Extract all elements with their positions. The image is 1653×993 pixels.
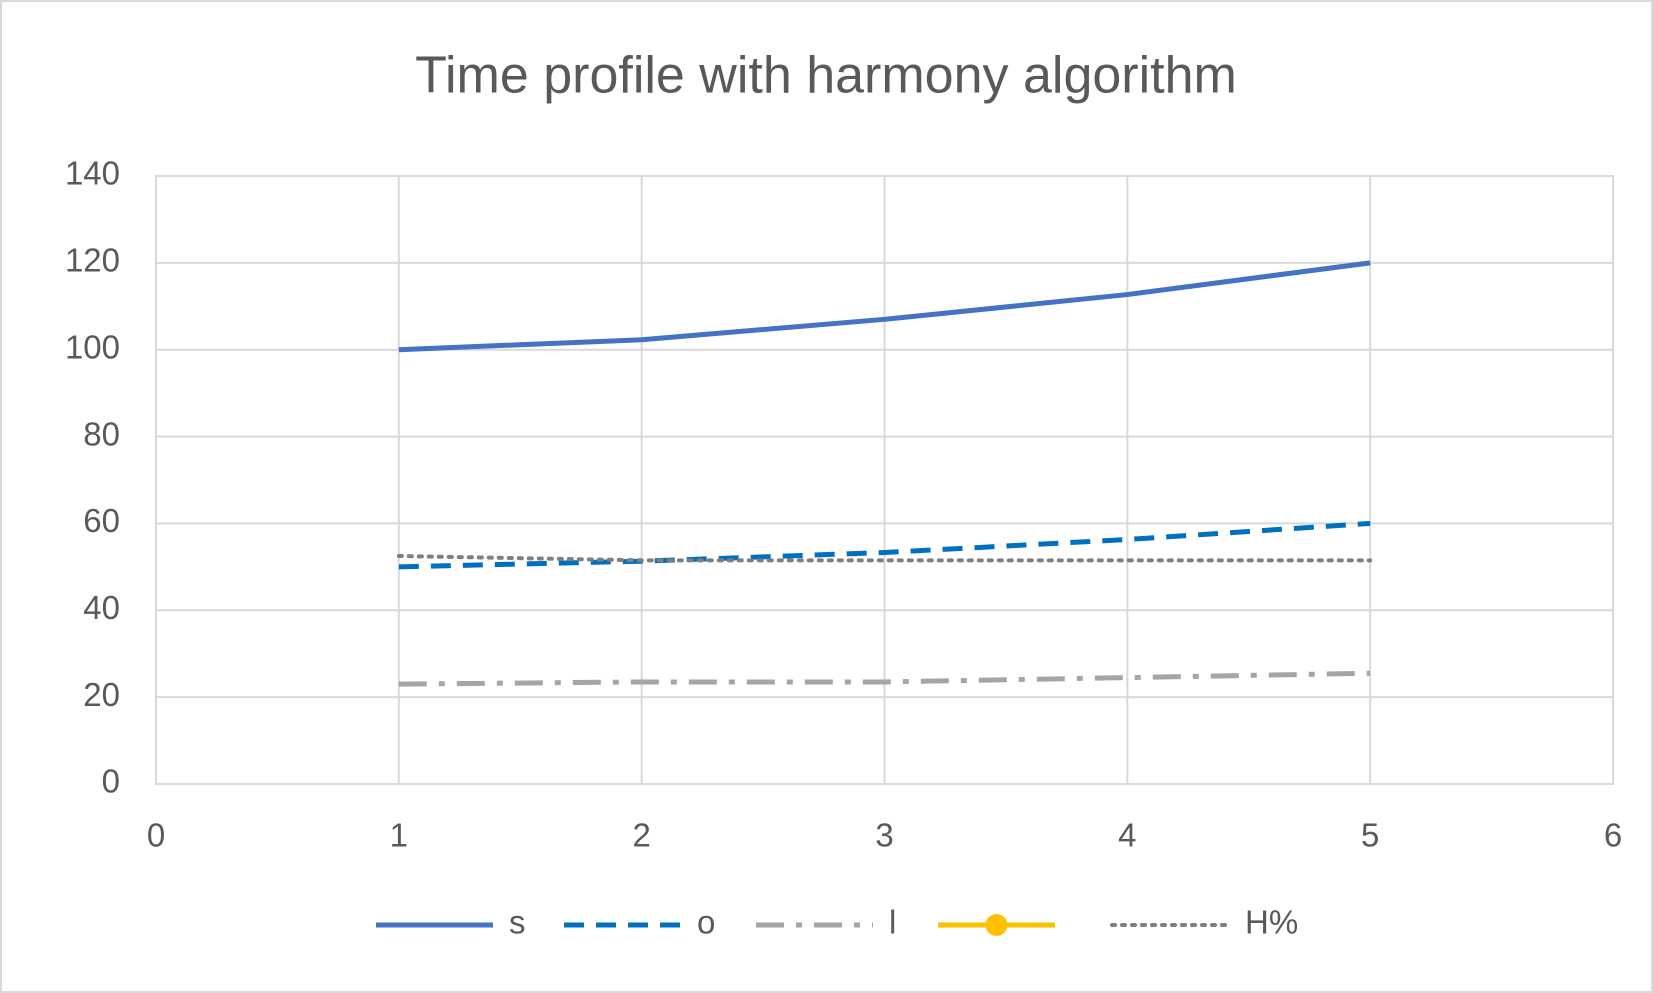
x-tick-label: 4 xyxy=(1118,817,1136,854)
series-line xyxy=(398,260,1371,353)
y-tick-label: 40 xyxy=(83,589,120,626)
x-tick-label: 2 xyxy=(632,817,650,854)
x-tick-label: 0 xyxy=(147,817,165,854)
legend-label: s xyxy=(509,904,526,941)
x-tick-label: 5 xyxy=(1361,817,1379,854)
legend-label: l xyxy=(889,904,896,941)
y-tick-label: 120 xyxy=(65,242,120,279)
series-line xyxy=(398,520,1371,570)
y-tick-label: 140 xyxy=(65,155,120,192)
legend-marker xyxy=(985,914,1008,936)
chart-title: Time profile with harmony algorithm xyxy=(415,47,1237,105)
legend-label: H% xyxy=(1245,904,1298,941)
y-tick-label: 0 xyxy=(102,763,120,800)
y-tick-label: 60 xyxy=(83,502,120,539)
y-tick-label: 100 xyxy=(65,328,120,365)
x-tick-label: 1 xyxy=(390,817,408,854)
x-tick-label: 3 xyxy=(875,817,893,854)
series-line xyxy=(396,554,1373,563)
series-line xyxy=(398,670,1371,687)
y-tick-label: 80 xyxy=(83,415,120,452)
y-tick-label: 20 xyxy=(83,676,120,713)
plot-frame xyxy=(155,175,1614,785)
x-tick-label: 6 xyxy=(1604,817,1622,854)
legend-label: o xyxy=(697,904,715,941)
